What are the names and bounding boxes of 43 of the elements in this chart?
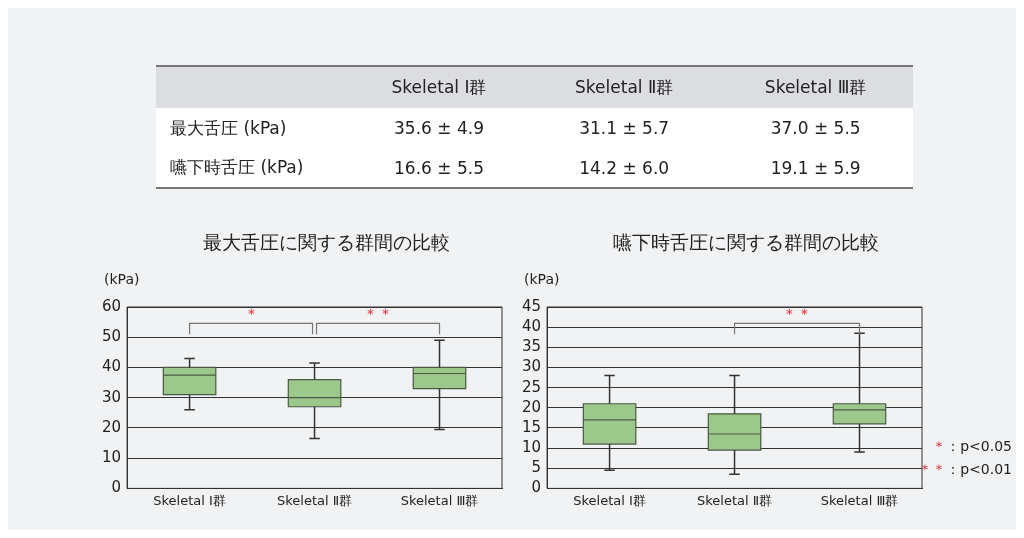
- chart-title: 最大舌圧に関する群間の比較: [201, 230, 451, 255]
- text: 35.6 ± 4.9: [394, 118, 484, 138]
- x-tick-label: Skeletal Ⅰ群: [573, 492, 646, 508]
- x-tick-label: Skeletal Ⅰ群: [153, 492, 226, 508]
- text: 19.1 ± 5.9: [770, 157, 861, 178]
- y-tick-label: 60: [101, 296, 122, 315]
- category-label: Skeletal Ⅲ群: [763, 76, 868, 99]
- category-label: Skeletal Ⅰ群: [390, 76, 488, 99]
- annotation: ＊＊：p<0.01: [917, 461, 1012, 479]
- x-tick-label: Skeletal Ⅱ群: [696, 492, 773, 508]
- y-tick-label: 20: [101, 417, 122, 436]
- y-tick-label: 0: [531, 478, 542, 497]
- text: 31.1 ± 5.7: [579, 118, 670, 138]
- y-tick-label: 40: [101, 357, 122, 376]
- y-tick-label: 5: [531, 458, 542, 477]
- y-tick-label: 30: [521, 357, 542, 376]
- y-tick-label: 0: [111, 478, 122, 497]
- y-tick-label: 25: [521, 377, 542, 396]
- y-tick-label: 20: [521, 397, 542, 416]
- chart-title: 嚥下時舌圧に関する群間の比較: [612, 230, 880, 255]
- y-tick-label: 15: [521, 417, 542, 436]
- y-tick-label: 40: [521, 317, 542, 336]
- annotation: ＊＊: [363, 305, 394, 324]
- y-tick-label: 45: [521, 296, 542, 315]
- annotation: ＊＊: [782, 305, 813, 324]
- text: ＊：p<0.05: [931, 438, 1012, 456]
- x-tick-label: Skeletal Ⅲ群: [400, 492, 479, 508]
- annotation: ＊: [243, 305, 259, 324]
- text: 37.0 ± 5.5: [770, 118, 861, 138]
- y-tick-label: 10: [521, 437, 542, 456]
- y-tick-label: 50: [101, 327, 122, 346]
- text: 14.2 ± 6.0: [579, 157, 670, 178]
- category-label: 嚥下時舌圧 (kPa): [170, 157, 304, 177]
- y-tick-label: 30: [101, 387, 122, 406]
- y-tick-label: 10: [101, 448, 122, 467]
- y-tick-label: 35: [521, 337, 542, 356]
- y-axis-title: (kPa): [524, 271, 560, 287]
- x-tick-label: Skeletal Ⅱ群: [276, 492, 353, 508]
- text: 16.6 ± 5.5: [394, 157, 484, 178]
- y-axis-title: (kPa): [104, 271, 140, 287]
- category-label: 最大舌圧 (kPa): [170, 117, 287, 138]
- category-label: Skeletal Ⅱ群: [574, 76, 675, 99]
- x-tick-label: Skeletal Ⅲ群: [820, 492, 899, 508]
